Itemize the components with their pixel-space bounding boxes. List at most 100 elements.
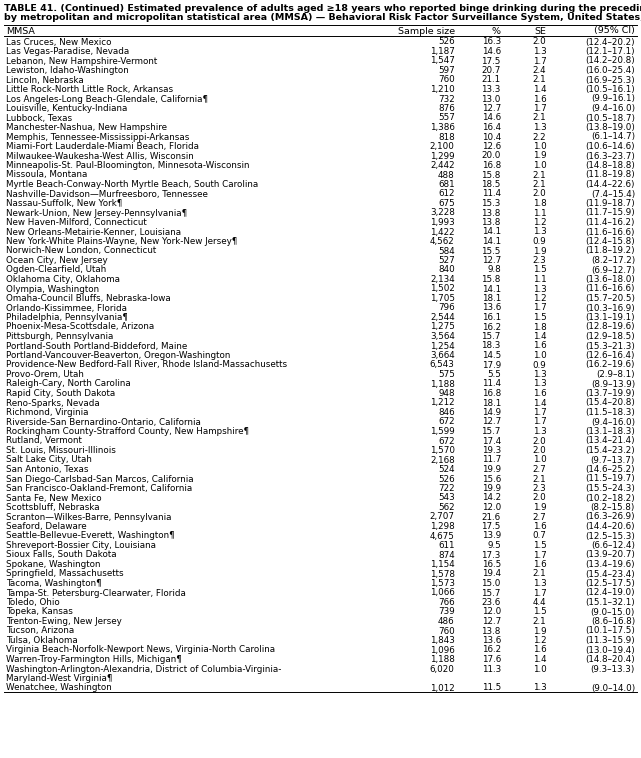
- Text: (16.2–19.6): (16.2–19.6): [586, 361, 635, 369]
- Text: 11.4: 11.4: [482, 190, 501, 199]
- Text: 1.5: 1.5: [533, 541, 547, 550]
- Text: 1,154: 1,154: [430, 560, 454, 569]
- Text: 672: 672: [438, 437, 454, 446]
- Text: 1,254: 1,254: [430, 342, 454, 350]
- Text: Seattle-Bellevue-Everett, Washington¶: Seattle-Bellevue-Everett, Washington¶: [6, 531, 174, 540]
- Text: (14.4–20.6): (14.4–20.6): [585, 522, 635, 531]
- Text: 1.1: 1.1: [533, 208, 547, 218]
- Text: (14.2–20.8): (14.2–20.8): [585, 57, 635, 65]
- Text: 16.2: 16.2: [482, 646, 501, 654]
- Text: 527: 527: [438, 256, 454, 265]
- Text: Tucson, Arizona: Tucson, Arizona: [6, 627, 74, 635]
- Text: (13.0–19.4): (13.0–19.4): [585, 646, 635, 654]
- Text: %: %: [492, 27, 501, 36]
- Text: 846: 846: [438, 408, 454, 417]
- Text: 13.6: 13.6: [481, 636, 501, 645]
- Text: 1.3: 1.3: [533, 579, 547, 588]
- Text: Lubbock, Texas: Lubbock, Texas: [6, 114, 72, 123]
- Text: 9.8: 9.8: [487, 265, 501, 274]
- Text: 17.3: 17.3: [481, 550, 501, 559]
- Text: 2.1: 2.1: [533, 114, 547, 123]
- Text: 19.4: 19.4: [482, 569, 501, 578]
- Text: San Diego-Carlsbad-San Marcos, California: San Diego-Carlsbad-San Marcos, Californi…: [6, 475, 194, 484]
- Text: Tampa-St. Petersburg-Clearwater, Florida: Tampa-St. Petersburg-Clearwater, Florida: [6, 588, 186, 597]
- Text: 11.5: 11.5: [481, 684, 501, 693]
- Text: 876: 876: [438, 104, 454, 113]
- Text: 1,012: 1,012: [430, 684, 454, 693]
- Text: (7.4–15.4): (7.4–15.4): [591, 190, 635, 199]
- Text: 1,570: 1,570: [429, 446, 454, 455]
- Text: Minneapolis-St. Paul-Bloomington, Minnesota-Wisconsin: Minneapolis-St. Paul-Bloomington, Minnes…: [6, 161, 249, 170]
- Text: 13.8: 13.8: [481, 208, 501, 218]
- Text: (15.4–20.8): (15.4–20.8): [585, 399, 635, 408]
- Text: (12.6–16.4): (12.6–16.4): [586, 351, 635, 360]
- Text: 597: 597: [438, 66, 454, 75]
- Text: 13.3: 13.3: [481, 85, 501, 94]
- Text: (15.1–32.1): (15.1–32.1): [585, 598, 635, 607]
- Text: Wenatchee, Washington: Wenatchee, Washington: [6, 684, 112, 693]
- Text: 15.6: 15.6: [481, 475, 501, 484]
- Text: Maryland-West Virginia¶: Maryland-West Virginia¶: [6, 674, 112, 683]
- Text: New Orleans-Metairie-Kenner, Louisiana: New Orleans-Metairie-Kenner, Louisiana: [6, 227, 181, 236]
- Text: 1.9: 1.9: [533, 627, 547, 635]
- Text: 1,422: 1,422: [430, 227, 454, 236]
- Text: 15.7: 15.7: [481, 588, 501, 597]
- Text: 1.3: 1.3: [533, 380, 547, 389]
- Text: Tulsa, Oklahoma: Tulsa, Oklahoma: [6, 636, 78, 645]
- Text: 12.7: 12.7: [481, 418, 501, 427]
- Text: 14.2: 14.2: [482, 493, 501, 503]
- Text: 1.7: 1.7: [533, 550, 547, 559]
- Text: 1.7: 1.7: [533, 303, 547, 312]
- Text: 14.6: 14.6: [482, 47, 501, 56]
- Text: 2.1: 2.1: [533, 76, 547, 84]
- Text: 0.7: 0.7: [533, 531, 547, 540]
- Text: 1.3: 1.3: [533, 427, 547, 436]
- Text: 840: 840: [438, 265, 454, 274]
- Text: 766: 766: [438, 598, 454, 607]
- Text: 1.6: 1.6: [533, 560, 547, 569]
- Text: 1,212: 1,212: [430, 399, 454, 408]
- Text: Nassau-Suffolk, New York¶: Nassau-Suffolk, New York¶: [6, 199, 122, 208]
- Text: 20.7: 20.7: [481, 66, 501, 75]
- Text: 18.3: 18.3: [481, 342, 501, 350]
- Text: 1,547: 1,547: [430, 57, 454, 65]
- Text: Nashville-Davidson—Murfreesboro, Tennessee: Nashville-Davidson—Murfreesboro, Tenness…: [6, 190, 208, 199]
- Text: 1.5: 1.5: [533, 607, 547, 616]
- Text: 722: 722: [438, 484, 454, 493]
- Text: 818: 818: [438, 133, 454, 142]
- Text: 526: 526: [438, 475, 454, 484]
- Text: 13.9: 13.9: [481, 531, 501, 540]
- Text: (8.6–16.8): (8.6–16.8): [591, 617, 635, 626]
- Text: 488: 488: [438, 171, 454, 180]
- Text: 1.6: 1.6: [533, 342, 547, 350]
- Text: 1.2: 1.2: [533, 218, 547, 227]
- Text: 1.4: 1.4: [533, 332, 547, 341]
- Text: (13.4–19.6): (13.4–19.6): [585, 560, 635, 569]
- Text: 16.1: 16.1: [482, 313, 501, 322]
- Text: (10.5–16.1): (10.5–16.1): [585, 85, 635, 94]
- Text: (13.7–19.9): (13.7–19.9): [585, 389, 635, 398]
- Text: 2.7: 2.7: [533, 512, 547, 522]
- Text: 2,134: 2,134: [430, 275, 454, 284]
- Text: 16.8: 16.8: [481, 161, 501, 170]
- Text: Omaha-Council Bluffs, Nebraska-Iowa: Omaha-Council Bluffs, Nebraska-Iowa: [6, 294, 171, 303]
- Text: (8.2–17.2): (8.2–17.2): [591, 256, 635, 265]
- Text: 15.0: 15.0: [481, 579, 501, 588]
- Text: 16.2: 16.2: [482, 322, 501, 331]
- Text: 18.1: 18.1: [481, 399, 501, 408]
- Text: 1.8: 1.8: [533, 322, 547, 331]
- Text: Trenton-Ewing, New Jersey: Trenton-Ewing, New Jersey: [6, 617, 122, 626]
- Text: Rockingham County-Strafford County, New Hampshire¶: Rockingham County-Strafford County, New …: [6, 427, 249, 436]
- Text: 2.7: 2.7: [533, 465, 547, 474]
- Text: (13.9–20.7): (13.9–20.7): [585, 550, 635, 559]
- Text: Warren-Troy-Farmington Hills, Michigan¶: Warren-Troy-Farmington Hills, Michigan¶: [6, 655, 182, 664]
- Text: (12.5–15.3): (12.5–15.3): [585, 531, 635, 540]
- Text: 14.1: 14.1: [482, 237, 501, 246]
- Text: 0.9: 0.9: [533, 361, 547, 369]
- Text: 2,544: 2,544: [430, 313, 454, 322]
- Text: 675: 675: [438, 199, 454, 208]
- Text: 1,187: 1,187: [430, 47, 454, 56]
- Text: 11.3: 11.3: [481, 665, 501, 674]
- Text: 12.0: 12.0: [481, 607, 501, 616]
- Text: 9.5: 9.5: [487, 541, 501, 550]
